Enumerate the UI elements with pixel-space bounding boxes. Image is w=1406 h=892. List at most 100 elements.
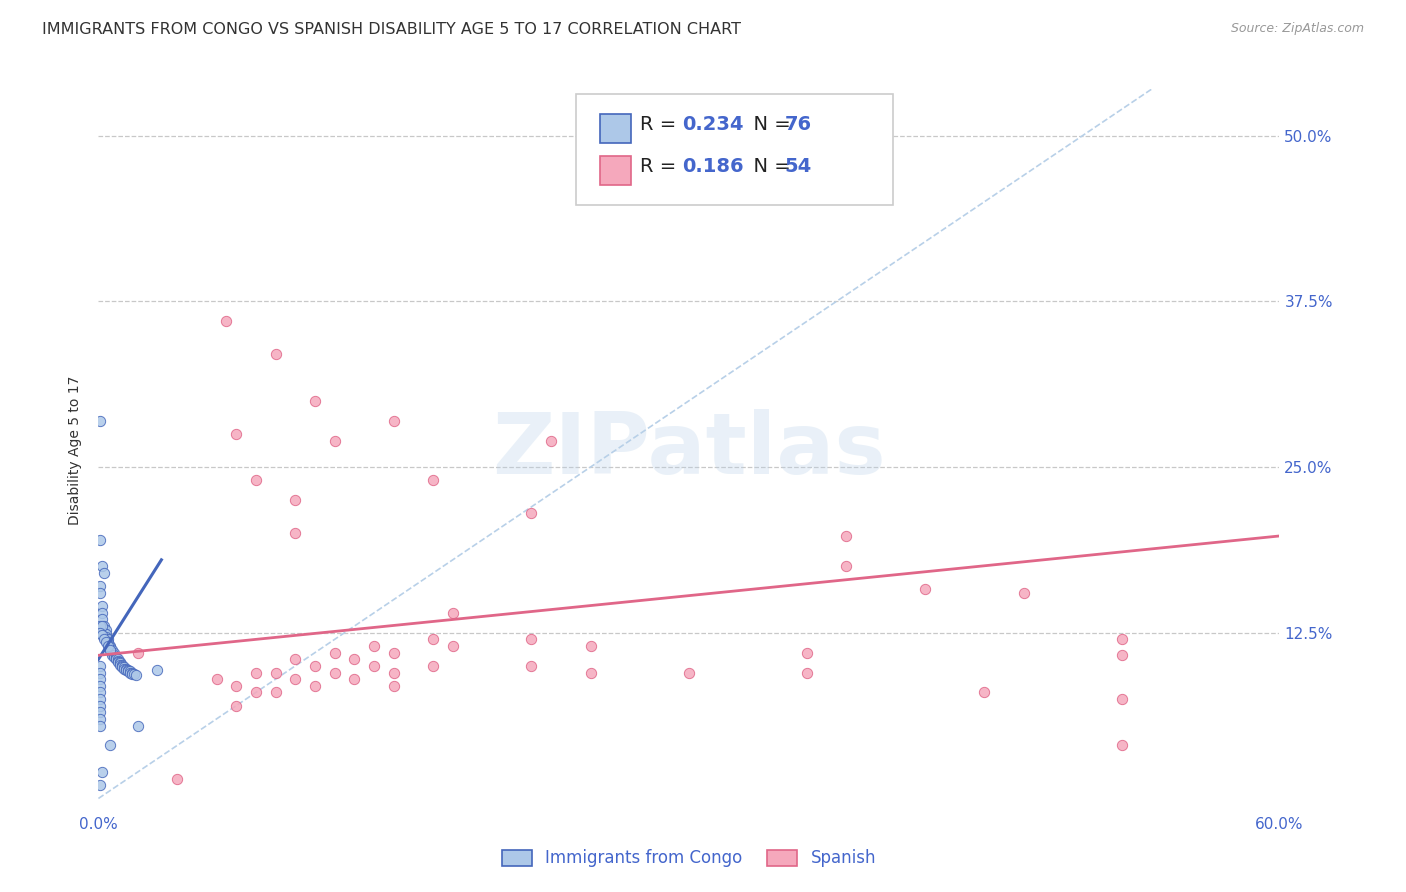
Text: Source: ZipAtlas.com: Source: ZipAtlas.com — [1230, 22, 1364, 36]
Point — [96, 627, 118, 641]
Point — [108, 657, 131, 671]
Text: ZIPatlas: ZIPatlas — [492, 409, 886, 492]
Point — [127, 718, 149, 732]
Point — [112, 660, 135, 674]
Point — [89, 718, 111, 732]
Point — [105, 652, 128, 666]
Point — [1012, 586, 1035, 600]
Point — [101, 643, 124, 657]
Point — [107, 654, 129, 668]
Text: 54: 54 — [785, 157, 811, 176]
Point — [103, 646, 125, 660]
Point — [89, 685, 111, 699]
Point — [93, 566, 115, 580]
Point — [264, 665, 287, 680]
Point — [520, 507, 543, 521]
Point — [89, 706, 111, 720]
Point — [323, 665, 346, 680]
Point — [125, 668, 148, 682]
Point — [89, 698, 111, 713]
Point — [579, 665, 602, 680]
Text: 0.186: 0.186 — [682, 157, 744, 176]
Point — [97, 639, 120, 653]
Point — [382, 679, 405, 693]
Point — [89, 692, 111, 706]
Point — [111, 659, 134, 673]
Text: 76: 76 — [785, 115, 811, 134]
Point — [111, 657, 134, 672]
Text: N =: N = — [741, 157, 797, 176]
Point — [121, 666, 143, 681]
Point — [382, 414, 405, 428]
Point — [111, 660, 134, 674]
Point — [98, 640, 121, 655]
Point — [91, 764, 114, 779]
Point — [284, 526, 307, 541]
Point — [91, 628, 114, 642]
Point — [105, 649, 128, 664]
Point — [89, 625, 111, 640]
Point — [284, 652, 307, 666]
Point — [89, 579, 111, 593]
Point — [98, 643, 121, 657]
Point — [89, 712, 111, 726]
Point — [91, 606, 114, 620]
Point — [122, 666, 145, 681]
Point — [103, 649, 125, 664]
Point — [343, 672, 366, 686]
Point — [1111, 692, 1133, 706]
Text: N =: N = — [741, 115, 797, 134]
Point — [105, 651, 128, 665]
Point — [835, 559, 858, 574]
Point — [579, 639, 602, 653]
Point — [91, 612, 114, 626]
Point — [284, 493, 307, 508]
Point — [107, 652, 129, 666]
Point — [93, 625, 115, 640]
Point — [96, 635, 118, 649]
Point — [225, 698, 247, 713]
Point — [973, 685, 995, 699]
Point — [678, 665, 700, 680]
Point — [91, 559, 114, 574]
Point — [1111, 739, 1133, 753]
Point — [225, 679, 247, 693]
Point — [215, 314, 238, 328]
Point — [422, 659, 444, 673]
Point — [304, 393, 326, 408]
Point — [118, 664, 141, 678]
Point — [245, 685, 267, 699]
Legend: Immigrants from Congo, Spanish: Immigrants from Congo, Spanish — [494, 841, 884, 876]
Point — [245, 473, 267, 487]
Point — [382, 665, 405, 680]
Point — [284, 672, 307, 686]
Point — [796, 665, 818, 680]
Point — [343, 652, 366, 666]
Text: R =: R = — [640, 157, 682, 176]
Text: 0.234: 0.234 — [682, 115, 744, 134]
Point — [89, 533, 111, 547]
Text: IMMIGRANTS FROM CONGO VS SPANISH DISABILITY AGE 5 TO 17 CORRELATION CHART: IMMIGRANTS FROM CONGO VS SPANISH DISABIL… — [42, 22, 741, 37]
Point — [97, 635, 120, 649]
Point — [225, 426, 247, 441]
Point — [205, 672, 228, 686]
Point — [97, 636, 120, 650]
Y-axis label: Disability Age 5 to 17: Disability Age 5 to 17 — [69, 376, 83, 525]
Point — [91, 599, 114, 614]
Point — [115, 663, 138, 677]
Point — [835, 529, 858, 543]
Point — [89, 679, 111, 693]
Point — [117, 664, 139, 678]
Point — [108, 657, 131, 672]
Point — [96, 630, 118, 644]
Point — [304, 679, 326, 693]
Point — [1111, 632, 1133, 647]
Point — [89, 665, 111, 680]
Point — [796, 646, 818, 660]
Point — [363, 639, 385, 653]
Point — [108, 655, 131, 669]
Point — [89, 414, 111, 428]
Point — [441, 606, 464, 620]
Point — [93, 632, 115, 647]
Point — [914, 582, 936, 596]
